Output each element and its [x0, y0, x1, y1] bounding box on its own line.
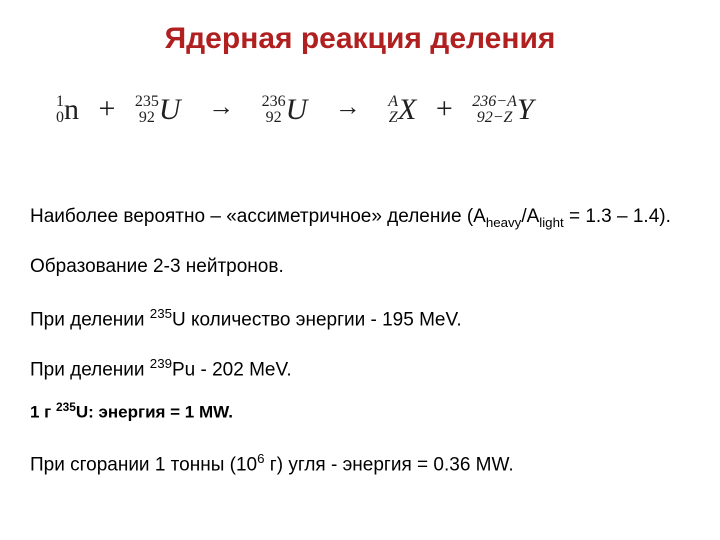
- eq-plus: +: [436, 92, 453, 126]
- eq-term-u236: 236 92 U: [262, 91, 308, 127]
- eq-term-u235: 235 92 U: [135, 91, 181, 127]
- slide-title: Ядерная реакция деления: [0, 22, 720, 56]
- line-u235-energy: При делении 235U количество энергии - 19…: [30, 305, 700, 333]
- line-asymmetric: Наиболее вероятно – «ассиметричное» деле…: [30, 205, 700, 231]
- eq-term-neutron: 1 0 n: [56, 91, 79, 127]
- fission-equation: 1 0 n + 235 92 U → 236 92 U → A Z X +: [50, 90, 680, 127]
- slide: Ядерная реакция деления 1 0 n + 235 92 U…: [0, 0, 720, 540]
- line-neutrons: Образование 2-3 нейтронов.: [30, 255, 700, 280]
- eq-term-x: A Z X: [388, 91, 416, 127]
- line-1g-u235: 1 г 235U: энергия = 1 MW.: [30, 400, 700, 424]
- line-coal: При сгорании 1 тонны (106 г) угля - энер…: [30, 450, 700, 478]
- line-pu239-energy: При делении 239Pu - 202 MeV.: [30, 355, 700, 383]
- eq-term-y: 236−A 92−Z Y: [472, 91, 533, 127]
- eq-arrow: →: [335, 92, 361, 122]
- eq-plus: +: [99, 92, 116, 126]
- eq-arrow: →: [208, 92, 234, 122]
